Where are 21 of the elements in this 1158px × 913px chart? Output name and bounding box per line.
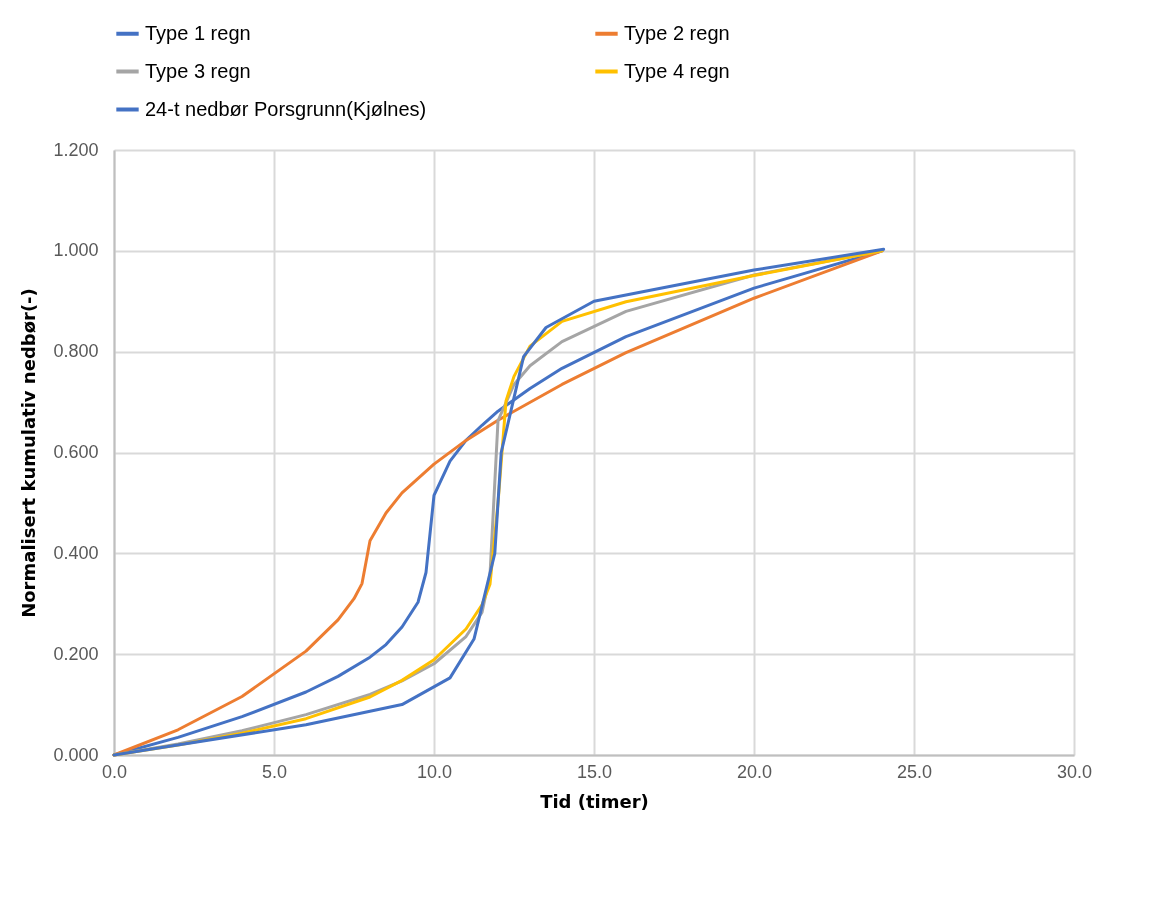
- legend-label: Type 3 regn: [145, 59, 251, 82]
- y-tick-label: 1.000: [53, 240, 99, 261]
- x-tick-label: 5.0: [261, 761, 288, 782]
- x-tick-label: 25.0: [896, 761, 933, 782]
- x-tick-label: 20.0: [736, 761, 773, 782]
- y-tick-label: 0.600: [53, 442, 99, 462]
- x-axis-title: Tid (timer): [540, 790, 649, 812]
- y-tick-label: 0.800: [53, 341, 99, 362]
- y-tick-label: 0.400: [53, 542, 99, 563]
- y-axis-title: Normalisert kumulativ nedbør(-): [18, 288, 40, 618]
- x-tick-label: 0.0: [101, 761, 128, 782]
- y-tick-label: 0.200: [53, 643, 99, 664]
- x-tick-label: 30.0: [1056, 761, 1093, 782]
- y-tick-label: 0.000: [53, 744, 99, 765]
- legend-label: Type 1 regn: [145, 21, 251, 44]
- legend-label: 24-t nedbør Porsgrunn(Kjølnes): [145, 97, 427, 120]
- x-tick-label: 10.0: [416, 761, 453, 782]
- legend-label: Type 2 regn: [624, 21, 730, 44]
- legend-label: Type 4 regn: [624, 59, 730, 82]
- x-tick-label: 15.0: [576, 761, 613, 782]
- y-tick-label: 1.200: [53, 139, 99, 160]
